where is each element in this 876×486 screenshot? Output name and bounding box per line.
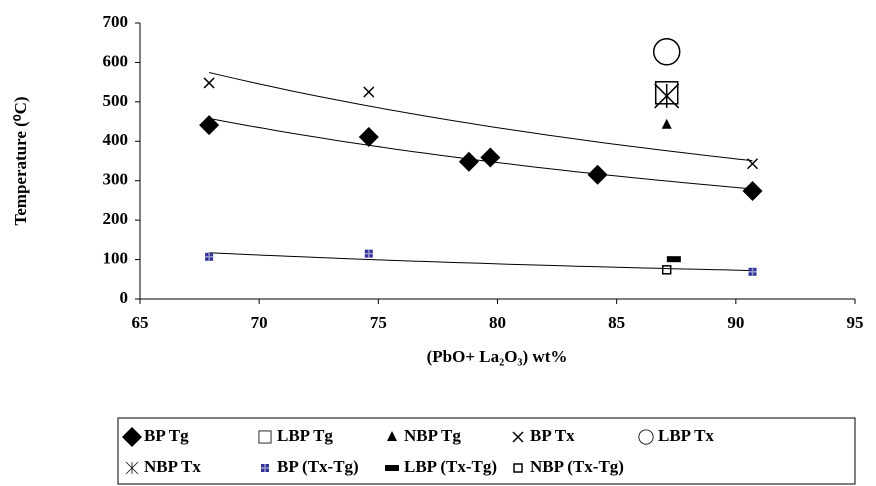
legend-item: NBP Tx [125,457,201,476]
marker [512,431,524,443]
marker-part [205,252,214,261]
x-tick-label: 90 [727,313,744,332]
y-tick-label: 200 [103,209,129,228]
marker [661,118,672,129]
legend-item: LBP (Tx-Tg) [385,457,497,476]
marker-part [363,86,375,98]
marker [387,431,397,441]
legend-label: LBP (Tx-Tg) [404,457,497,476]
y-tick-label: 300 [103,170,129,189]
marker [480,147,501,168]
marker-part [654,83,680,109]
marker-part [199,115,220,136]
trendline [209,252,753,272]
marker [654,83,680,109]
y-tick-label: 500 [103,91,129,110]
marker-part [258,430,272,444]
legend-item: LBP Tx [638,426,714,445]
marker [666,256,681,263]
marker-part [661,118,672,129]
legend-item: BP (Tx-Tg) [261,457,359,476]
marker-part [364,249,373,258]
marker [587,164,608,185]
y-tick-label: 400 [103,130,129,149]
marker [742,180,763,201]
marker-part [122,427,142,447]
marker-part [358,126,379,147]
marker-part [512,431,524,443]
x-tick-label: 75 [370,313,387,332]
marker-part [638,429,654,445]
marker [513,463,523,473]
trendline [208,72,753,162]
marker-part [480,147,501,168]
marker-part [261,464,269,472]
y-tick-label: 700 [103,12,129,31]
marker [258,430,272,444]
x-tick-label: 70 [251,313,268,332]
marker [364,249,373,258]
trendline [209,117,753,190]
legend-label: BP (Tx-Tg) [277,457,359,476]
marker-part [746,158,759,170]
legend-label: BP Tx [530,426,575,445]
legend-label: BP Tg [144,426,189,445]
legend-item: NBP Tg [387,426,461,445]
marker [363,86,375,98]
marker-part [513,463,523,473]
marker-part [666,256,681,263]
marker [203,77,215,89]
legend-label: NBP (Tx-Tg) [530,457,624,476]
marker [746,158,759,170]
legend-label: LBP Tx [658,426,714,445]
x-tick-label: 95 [847,313,864,332]
y-tick-label: 600 [103,51,129,70]
marker-part [742,180,763,201]
marker [125,461,139,475]
legend-box [117,417,856,485]
marker [458,151,479,172]
marker [261,464,269,472]
marker-part [587,164,608,185]
marker-part [125,461,139,475]
x-tick-label: 65 [132,313,149,332]
x-tick-label: 80 [489,313,506,332]
legend-label: NBP Tx [144,457,201,476]
marker [122,427,142,447]
marker-part [385,465,399,471]
x-tick-label: 85 [608,313,625,332]
marker [358,126,379,147]
marker-part [661,265,672,275]
marker [652,38,681,66]
legend-item: NBP (Tx-Tg) [513,457,624,476]
marker [748,267,757,276]
marker-part [203,77,215,89]
legend-label: NBP Tg [404,426,461,445]
marker-part [458,151,479,172]
marker-part [748,267,757,276]
marker [199,115,220,136]
legend-item: BP Tg [122,426,189,447]
y-axis-label: Temperature (⁰C) [11,96,30,225]
legend-item: LBP Tg [258,426,333,445]
marker [661,265,672,275]
y-tick-label: 0 [120,288,129,307]
marker [385,465,399,471]
marker [205,252,214,261]
marker-part [652,38,681,66]
x-axis-label: (PbO+ La₂O₃) wt% [427,347,568,366]
marker [638,429,654,445]
legend-label: LBP Tg [277,426,333,445]
marker-part [387,431,397,441]
legend-item: BP Tx [512,426,575,445]
y-tick-label: 100 [103,248,129,267]
